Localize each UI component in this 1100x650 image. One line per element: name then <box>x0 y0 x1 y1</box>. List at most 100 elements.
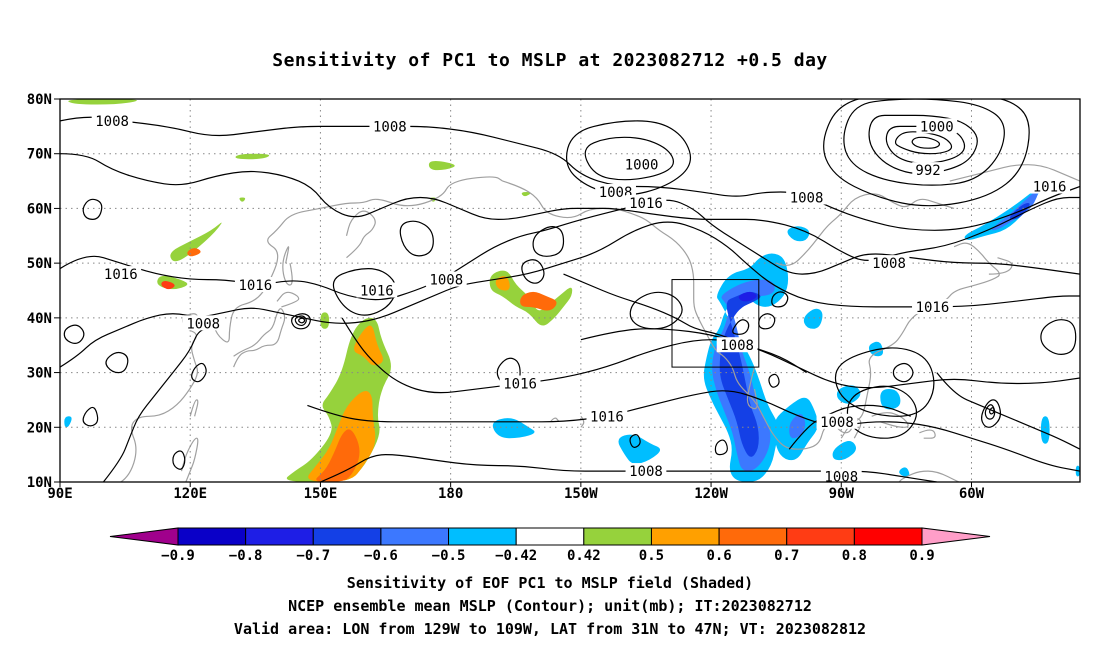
colorbar-segment <box>786 527 855 546</box>
sensitivity-region <box>738 291 757 302</box>
colorbar-label: 0.6 <box>706 548 731 564</box>
isobar <box>823 99 1030 207</box>
colorbar-segment <box>583 527 652 546</box>
contour-label-bg <box>816 413 858 429</box>
isobar <box>629 291 683 330</box>
contour-label-bg <box>625 463 667 479</box>
contour-label-bg <box>912 298 953 314</box>
isobar <box>191 362 207 383</box>
contour-label: 1000 <box>920 119 954 135</box>
isobar <box>105 351 129 374</box>
isobar <box>732 319 750 335</box>
isobar <box>911 136 941 149</box>
isobar <box>563 273 747 346</box>
contour-label: 1008 <box>599 185 633 201</box>
contour-label: 1016 <box>238 278 272 294</box>
colorbar-label: 0.9 <box>909 548 934 564</box>
longitude-label: 150E <box>304 486 338 502</box>
coastline <box>949 164 1080 182</box>
sensitivity-region <box>68 99 137 105</box>
contour-label-bg <box>786 189 827 205</box>
coastline <box>919 429 936 439</box>
sensitivity-region <box>618 434 661 464</box>
colorbar-label: −0.5 <box>432 548 466 564</box>
sensitivity-region <box>520 291 557 311</box>
colorbar-max-arrow <box>921 527 991 546</box>
contour-label: 1016 <box>590 409 624 425</box>
longitude-label: 90E <box>47 486 72 502</box>
contour-label: 1016 <box>360 284 394 300</box>
isobar <box>60 116 1080 231</box>
contour-label: 1016 <box>1033 180 1067 196</box>
colorbar-min-arrow <box>109 527 179 546</box>
contour-label-bg <box>868 255 910 271</box>
sensitivity-shading <box>64 99 1080 482</box>
contour-label: 1008 <box>186 316 220 332</box>
colorbar-label: 0.7 <box>774 548 799 564</box>
sensitivity-region <box>320 312 330 329</box>
isobar <box>846 385 918 439</box>
sensitivity-region <box>428 161 455 171</box>
contour-label: 1016 <box>104 267 138 283</box>
contour-label-bg <box>425 271 467 287</box>
sensitivity-region <box>789 414 806 439</box>
footer-line-2: NCEP ensemble mean MSLP (Contour); unit(… <box>288 597 812 615</box>
contour-label: 992 <box>915 163 940 179</box>
contour-label-bg <box>369 118 411 134</box>
isobar <box>936 372 1080 450</box>
contour-label: 1008 <box>720 338 754 354</box>
isobar <box>298 317 306 324</box>
colorbar-label: −0.9 <box>161 548 195 564</box>
longitude-label: 90W <box>829 486 855 502</box>
colorbar-label: 0.5 <box>639 548 664 564</box>
contour-label-bg <box>716 337 758 353</box>
coastline <box>580 415 585 428</box>
isobar <box>399 220 434 257</box>
isobar <box>981 399 1002 428</box>
isobar <box>82 198 103 221</box>
contour-label: 1008 <box>429 273 463 289</box>
sensitivity-region <box>492 418 535 439</box>
coastlines <box>120 164 1080 482</box>
isobar <box>788 404 911 450</box>
sensitivity-region <box>880 389 901 410</box>
colorbar-segment <box>245 527 314 546</box>
contour-label: 1016 <box>916 300 950 316</box>
colorbar-label: 0.42 <box>567 548 601 564</box>
isobar <box>580 328 807 374</box>
colorbar-segment <box>177 527 247 546</box>
coastline <box>988 257 1013 275</box>
sensitivity-region <box>1040 416 1050 444</box>
coastline <box>871 412 909 428</box>
latitude-label: 10N <box>27 475 52 491</box>
isobar <box>584 136 675 181</box>
isobar <box>988 407 995 415</box>
colorbar: −0.9 −0.8 −0.7 −0.6 −0.5 −0.42 0.42 0.5 0.6 0.7 0.… <box>109 527 991 564</box>
sensitivity-region <box>170 222 222 262</box>
contour-label-bg <box>621 156 663 172</box>
coastline <box>282 246 293 286</box>
valid-area-rectangle <box>671 279 760 368</box>
map-frame <box>59 98 1081 483</box>
isobar <box>758 313 776 330</box>
sensitivity-region <box>836 385 861 404</box>
sensitivity-region <box>64 416 72 428</box>
colorbar-label: 0.8 <box>842 548 867 564</box>
latitude-label: 50N <box>27 256 52 272</box>
colorbar-segment <box>312 527 382 546</box>
sensitivity-region <box>719 291 761 457</box>
isobar <box>60 199 1080 301</box>
sensitivity-region <box>899 467 910 477</box>
colorbar-segment <box>853 527 923 546</box>
isobar <box>102 328 217 482</box>
contour-label-bg <box>234 277 276 293</box>
latitude-label: 20N <box>27 420 52 436</box>
coastline <box>276 291 300 308</box>
contour-label-bg <box>586 408 628 424</box>
sensitivity-region <box>832 440 857 461</box>
contour-label: 1008 <box>820 415 854 431</box>
contour-label-bg <box>100 266 142 282</box>
longitude-label: 60W <box>959 486 985 502</box>
